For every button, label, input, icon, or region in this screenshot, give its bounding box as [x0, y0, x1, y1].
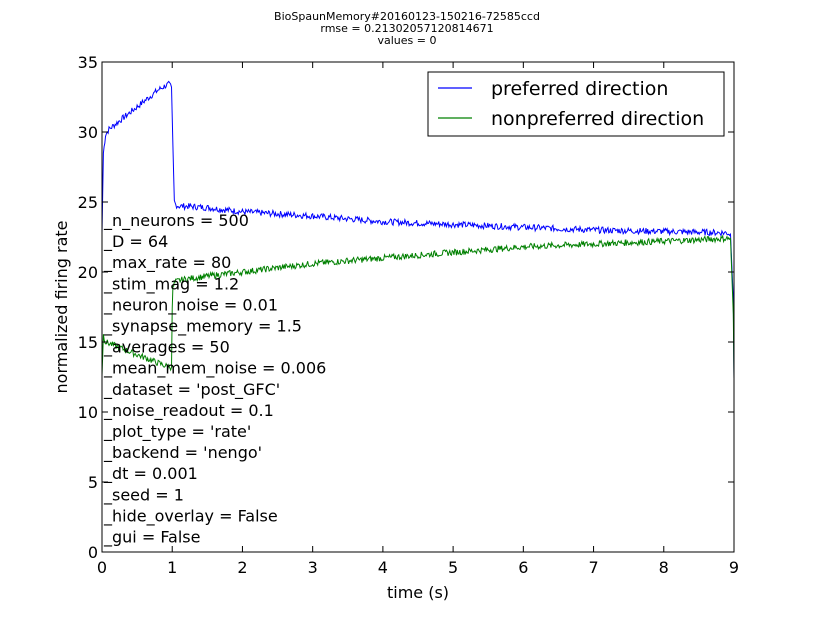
- legend-box: [427, 71, 725, 137]
- plot-border: [101, 61, 735, 553]
- title-line: rmse = 0.21302057120814671: [320, 22, 493, 35]
- overlay-line: _dt = 0.001: [103, 464, 198, 484]
- y-tick-label: 5: [88, 473, 98, 492]
- x-tick-label: 0: [97, 558, 107, 577]
- overlay-line: _synapse_memory = 1.5: [103, 317, 302, 337]
- y-tick-label: 20: [78, 263, 98, 282]
- title-line: values = 0: [378, 34, 437, 47]
- x-tick-label: 6: [518, 558, 528, 577]
- series-line-nonpreferred: [101, 234, 735, 379]
- overlay-line: _mean_mem_noise = 0.006: [103, 359, 326, 379]
- x-tick-label: 7: [588, 558, 598, 577]
- y-tick-label: 25: [78, 193, 98, 212]
- y-tick-label: 15: [78, 333, 98, 352]
- y-axis-label: normalized firing rate: [52, 221, 71, 394]
- overlay-line: _n_neurons = 500: [103, 211, 249, 231]
- overlay-line: _max_rate = 80: [103, 253, 231, 273]
- overlay-line: _gui = False: [103, 528, 200, 548]
- axis-ticks: 0 1 2 3 4 5 6 7 8 9 0 5 10 15 20 25 30 35: [78, 53, 739, 577]
- data-lines: [101, 80, 735, 379]
- legend-label: nonpreferred direction: [491, 108, 704, 130]
- parameter-overlay: _n_neurons = 500_D = 64_max_rate = 80_st…: [103, 211, 326, 548]
- y-tick-label: 30: [78, 123, 98, 142]
- y-tick-label: 0: [88, 543, 98, 562]
- x-tick-label: 9: [729, 558, 739, 577]
- chart-title: BioSpaunMemory#20160123-150216-72585ccdr…: [274, 10, 540, 47]
- x-tick-label: 3: [308, 558, 318, 577]
- overlay-line: _hide_overlay = False: [103, 506, 278, 526]
- overlay-line: _D = 64: [103, 232, 168, 252]
- legend: preferred direction nonpreferred directio…: [427, 71, 725, 137]
- overlay-line: _noise_readout = 0.1: [103, 401, 274, 421]
- x-tick-label: 4: [378, 558, 388, 577]
- x-tick-label: 8: [659, 558, 669, 577]
- overlay-line: _averages = 50: [103, 338, 230, 358]
- x-axis-label: time (s): [387, 583, 449, 602]
- legend-label: preferred direction: [491, 78, 668, 100]
- overlay-line: _plot_type = 'rate': [103, 422, 251, 442]
- y-tick-label: 10: [78, 403, 98, 422]
- series-line-preferred: [101, 80, 735, 379]
- y-tick-label: 35: [78, 53, 98, 72]
- overlay-line: _stim_mag = 1.2: [103, 274, 239, 294]
- x-tick-label: 5: [448, 558, 458, 577]
- overlay-line: _neuron_noise = 0.01: [103, 295, 278, 315]
- title-line: BioSpaunMemory#20160123-150216-72585ccd: [274, 10, 540, 23]
- overlay-line: _backend = 'nengo': [103, 443, 262, 463]
- plot-area: [102, 62, 734, 552]
- overlay-line: _dataset = 'post_GFC': [103, 380, 280, 400]
- x-tick-label: 1: [167, 558, 177, 577]
- overlay-line: _seed = 1: [103, 485, 184, 505]
- x-tick-label: 2: [237, 558, 247, 577]
